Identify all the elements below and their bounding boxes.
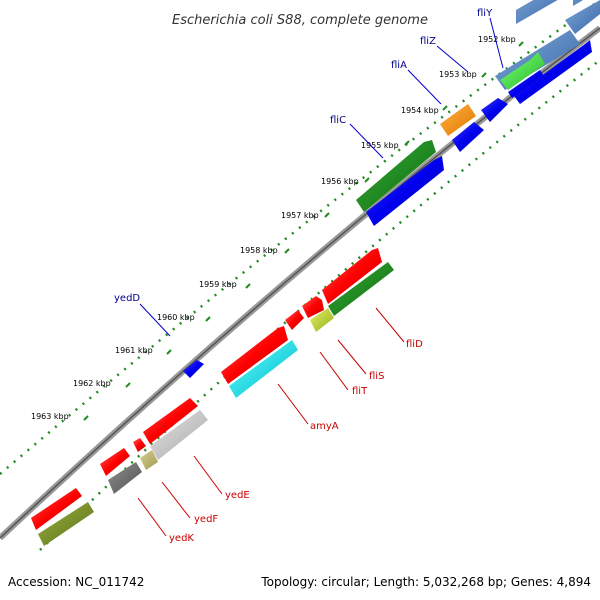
upper-gene-band xyxy=(356,0,600,226)
gene-feature[interactable] xyxy=(322,248,382,304)
outer-feature-track xyxy=(183,0,600,378)
gene-feature[interactable] xyxy=(366,156,444,226)
tick-mark xyxy=(125,382,131,388)
gene-feature[interactable] xyxy=(516,0,568,24)
gene-feature[interactable] xyxy=(229,340,298,398)
gene-feature[interactable] xyxy=(440,104,476,136)
tick-mark xyxy=(404,140,410,146)
tick-label: 1963 kbp xyxy=(31,412,69,421)
tick-label: 1958 kbp xyxy=(240,246,278,255)
map-title: Escherichia coli S88, complete genome xyxy=(172,13,428,28)
gene-feature[interactable] xyxy=(133,438,146,452)
gene-label-fliD[interactable]: fliD xyxy=(406,339,423,350)
gene-label-fliZ[interactable]: fliZ xyxy=(420,36,436,47)
tick-label: 1961 kbp xyxy=(115,346,153,355)
gene-label-fliY[interactable]: fliY xyxy=(477,8,493,19)
gene-feature[interactable] xyxy=(481,98,508,122)
tick-mark xyxy=(205,316,211,322)
tick-label: 1952 kbp xyxy=(478,35,516,44)
tick-mark xyxy=(442,105,448,111)
gene-label-yedE[interactable]: yedE xyxy=(225,490,250,501)
gene-feature[interactable] xyxy=(565,0,600,34)
gene-feature[interactable] xyxy=(150,410,208,460)
tick-mark xyxy=(245,283,251,289)
genome-summary-text: Topology: circular; Length: 5,032,268 bp… xyxy=(260,575,591,589)
gene-feature[interactable] xyxy=(573,0,600,6)
tick-labels: 1952 kbp 1953 kbp 1954 kbp 1955 kbp 1956… xyxy=(31,35,516,421)
genome-backbone xyxy=(0,25,600,541)
gene-label-fliT[interactable]: fliT xyxy=(352,386,368,397)
gene-feature[interactable] xyxy=(38,502,94,546)
gene-feature[interactable] xyxy=(285,310,304,330)
tick-mark xyxy=(518,41,524,47)
gene-feature[interactable] xyxy=(452,122,484,152)
gene-labels: fliY fliZ fliA fliC yedD fliD fliS fliT … xyxy=(114,8,493,544)
gene-label-amyA[interactable]: amyA xyxy=(310,421,339,432)
lower-gene-band xyxy=(31,248,394,546)
tick-label: 1959 kbp xyxy=(199,280,237,289)
gene-feature[interactable] xyxy=(100,448,130,476)
tick-label: 1953 kbp xyxy=(439,70,477,79)
gene-feature[interactable] xyxy=(508,70,544,98)
gene-feature[interactable] xyxy=(140,450,158,470)
gene-feature[interactable] xyxy=(356,140,436,212)
tick-mark xyxy=(364,177,370,183)
gene-label-yedF[interactable]: yedF xyxy=(194,514,218,525)
gene-feature[interactable] xyxy=(183,360,204,378)
gene-feature[interactable] xyxy=(310,308,334,332)
tick-label: 1957 kbp xyxy=(281,211,319,220)
gene-feature[interactable] xyxy=(221,326,288,384)
label-leaders xyxy=(137,17,504,537)
tick-mark xyxy=(166,349,172,355)
tick-mark xyxy=(284,248,290,254)
genome-backbone-edge xyxy=(0,27,600,539)
gene-feature[interactable] xyxy=(500,52,545,90)
gene-feature[interactable] xyxy=(302,296,324,318)
tick-mark xyxy=(83,415,89,421)
accession-text: Accession: NC_011742 xyxy=(8,575,144,589)
gene-feature[interactable] xyxy=(143,398,198,444)
tick-label: 1955 kbp xyxy=(361,141,399,150)
gene-label-fliC[interactable]: fliC xyxy=(330,115,346,126)
gene-label-fliA[interactable]: fliA xyxy=(391,60,407,71)
tick-marks xyxy=(83,41,524,421)
tick-mark xyxy=(324,212,330,218)
tick-label: 1962 kbp xyxy=(73,379,111,388)
tick-label: 1954 kbp xyxy=(401,106,439,115)
gene-feature[interactable] xyxy=(514,40,592,104)
tick-label: 1956 kbp xyxy=(321,177,359,186)
gene-label-yedD[interactable]: yedD xyxy=(114,293,140,304)
gene-label-fliS[interactable]: fliS xyxy=(369,371,384,382)
gene-feature[interactable] xyxy=(108,462,142,494)
gene-feature[interactable] xyxy=(328,262,394,316)
gene-label-yedK[interactable]: yedK xyxy=(169,533,194,544)
gene-feature[interactable] xyxy=(31,488,82,530)
inner-tick-arc xyxy=(39,59,600,551)
tick-label: 1960 kbp xyxy=(157,313,195,322)
tick-mark xyxy=(481,72,487,78)
